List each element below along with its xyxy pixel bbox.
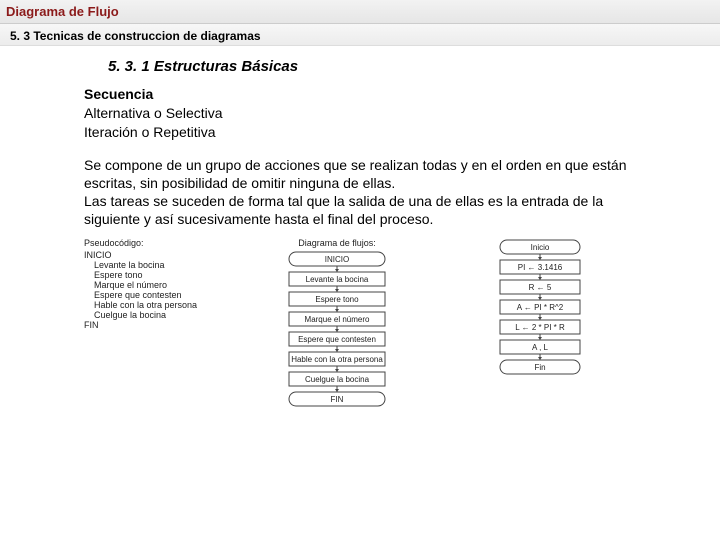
list-item: Secuencia bbox=[84, 85, 720, 104]
svg-text:Espere tono: Espere tono bbox=[315, 295, 359, 304]
svg-text:FIN: FIN bbox=[331, 395, 344, 404]
svg-text:PI ← 3.1416: PI ← 3.1416 bbox=[518, 263, 563, 272]
flowchart-svg: INICIO Levante la bocina Espere tono Marque… bbox=[267, 250, 407, 422]
svg-text:Inicio: Inicio bbox=[531, 243, 550, 252]
pseudocode-keyword: FIN bbox=[84, 320, 234, 330]
list-item: Iteración o Repetitiva bbox=[84, 123, 720, 142]
paragraph-text: Se compone de un grupo de acciones que s… bbox=[84, 157, 627, 191]
svg-text:A , L: A , L bbox=[532, 343, 549, 352]
svg-text:INICIO: INICIO bbox=[325, 255, 349, 264]
pseudocode-step: Espere que contesten bbox=[84, 290, 234, 300]
content: 5. 3. 1 Estructuras Básicas Secuencia Al… bbox=[0, 46, 720, 422]
svg-text:Fin: Fin bbox=[534, 363, 545, 372]
subtitle-bar: 5. 3 Tecnicas de construccion de diagram… bbox=[0, 24, 720, 46]
page-title: Diagrama de Flujo bbox=[6, 4, 119, 19]
svg-text:Levante la bocina: Levante la bocina bbox=[306, 275, 369, 284]
svg-text:L ← 2 * PI * R: L ← 2 * PI * R bbox=[515, 323, 565, 332]
svg-text:Hable con la otra persona: Hable con la otra persona bbox=[291, 355, 383, 364]
pseudocode-title: Pseudocódigo: bbox=[84, 238, 234, 248]
svg-text:A ← PI * R^2: A ← PI * R^2 bbox=[517, 303, 564, 312]
svg-text:Espere que contesten: Espere que contesten bbox=[298, 335, 376, 344]
flowchart-title: Diagrama de flujos: bbox=[252, 238, 422, 248]
title-bar: Diagrama de Flujo bbox=[0, 0, 720, 24]
pseudocode-column: Pseudocódigo: INICIO Levante la bocina E… bbox=[84, 238, 234, 422]
diagrams-row: Pseudocódigo: INICIO Levante la bocina E… bbox=[0, 238, 720, 422]
structure-list: Secuencia Alternativa o Selectiva Iterac… bbox=[0, 85, 720, 142]
flowchart-column: Diagrama de flujos: INICIO Levante la boc… bbox=[252, 238, 422, 422]
list-item: Alternativa o Selectiva bbox=[84, 104, 720, 123]
svg-text:Marque el número: Marque el número bbox=[305, 315, 370, 324]
pseudocode-keyword: INICIO bbox=[84, 250, 234, 260]
pseudocode-step: Levante la bocina bbox=[84, 260, 234, 270]
pseudocode-step: Cuelgue la bocina bbox=[84, 310, 234, 320]
page-subtitle: 5. 3 Tecnicas de construccion de diagram… bbox=[10, 29, 261, 43]
algorithm-svg: Inicio PI ← 3.1416 R ← 5 A ← PI * R^2 L ← 2 … bbox=[480, 238, 600, 410]
pseudocode-step: Espere tono bbox=[84, 270, 234, 280]
svg-text:Cuelgue la bocina: Cuelgue la bocina bbox=[305, 375, 370, 384]
pseudocode-step: Marque el número bbox=[84, 280, 234, 290]
algorithm-column: Inicio PI ← 3.1416 R ← 5 A ← PI * R^2 L ← 2 … bbox=[440, 238, 580, 422]
svg-text:R ← 5: R ← 5 bbox=[529, 283, 552, 292]
section-heading: 5. 3. 1 Estructuras Básicas bbox=[0, 58, 720, 75]
paragraph: Se compone de un grupo de acciones que s… bbox=[0, 156, 720, 229]
pseudocode-step: Hable con la otra persona bbox=[84, 300, 234, 310]
paragraph-text: Las tareas se suceden de forma tal que l… bbox=[84, 193, 603, 227]
